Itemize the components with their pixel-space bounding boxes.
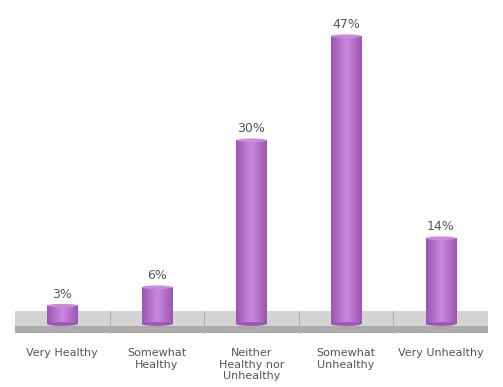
Ellipse shape: [331, 322, 361, 326]
Text: 47%: 47%: [332, 18, 360, 31]
Ellipse shape: [331, 34, 361, 38]
Ellipse shape: [47, 322, 77, 326]
Bar: [15, 310, 488, 326]
Text: 14%: 14%: [427, 220, 455, 233]
Ellipse shape: [142, 322, 172, 326]
Ellipse shape: [47, 304, 77, 308]
Ellipse shape: [142, 286, 172, 289]
Ellipse shape: [426, 236, 456, 240]
Ellipse shape: [236, 139, 267, 142]
Ellipse shape: [426, 322, 456, 326]
Text: 3%: 3%: [52, 288, 72, 301]
Text: 6%: 6%: [147, 269, 167, 283]
Bar: [15, 326, 488, 333]
Ellipse shape: [236, 322, 267, 326]
Text: 30%: 30%: [237, 122, 266, 135]
